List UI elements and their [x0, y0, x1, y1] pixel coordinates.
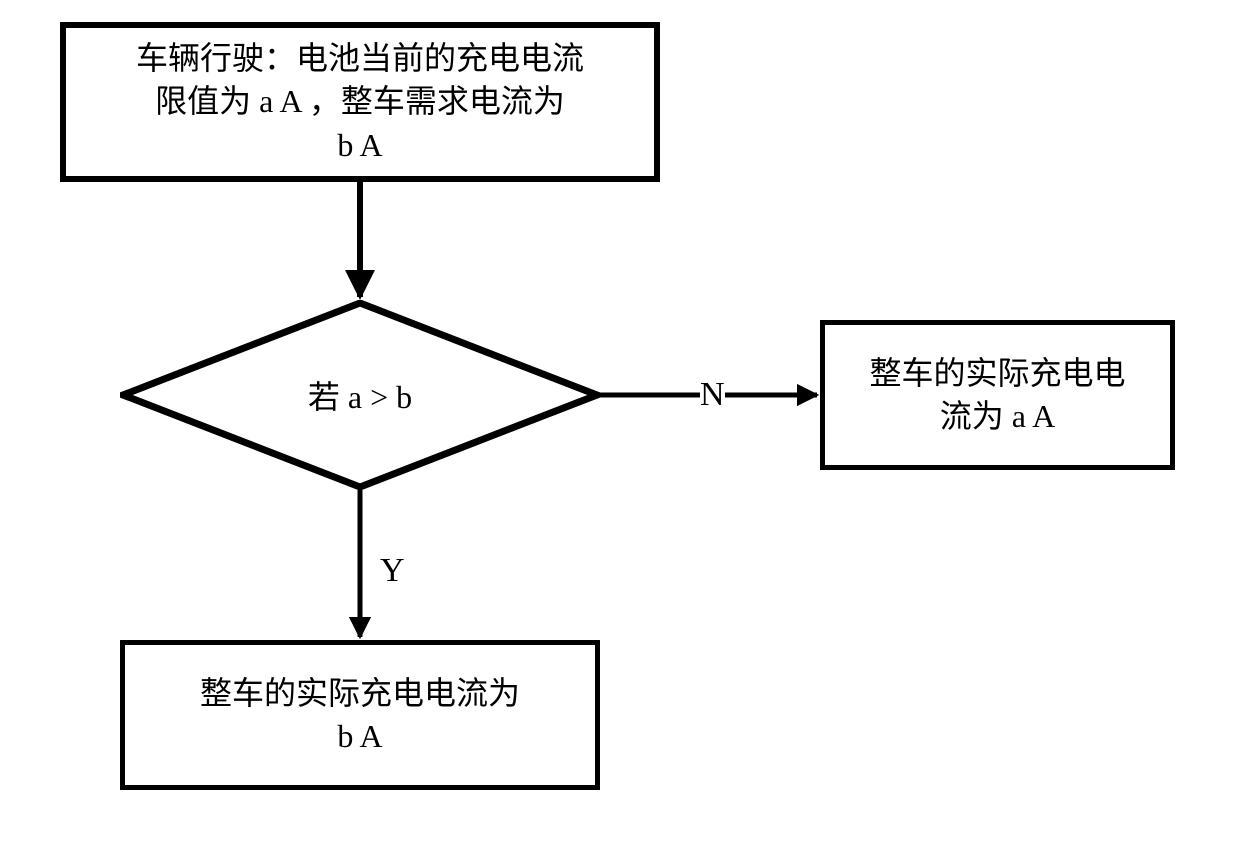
flowchart-container: 车辆行驶：电池当前的充电电流限值为 a A ，整车需求电流为b A 若 a > …: [0, 0, 1240, 847]
node-start: 车辆行驶：电池当前的充电电流限值为 a A ，整车需求电流为b A: [60, 22, 660, 182]
edge-label-n: N: [700, 376, 725, 414]
node-result-y: 整车的实际充电电流为b A: [120, 640, 600, 790]
node-result-n: 整车的实际充电电流为 a A: [820, 320, 1175, 470]
node-decision: 若 a > b: [120, 300, 600, 490]
edge-label-y: Y: [380, 552, 405, 590]
node-result-n-text: 整车的实际充电电流为 a A: [869, 352, 1125, 438]
node-decision-text: 若 a > b: [308, 372, 412, 418]
node-start-text: 车辆行驶：电池当前的充电电流限值为 a A ，整车需求电流为b A: [136, 37, 584, 167]
node-result-y-text: 整车的实际充电电流为b A: [200, 672, 520, 758]
